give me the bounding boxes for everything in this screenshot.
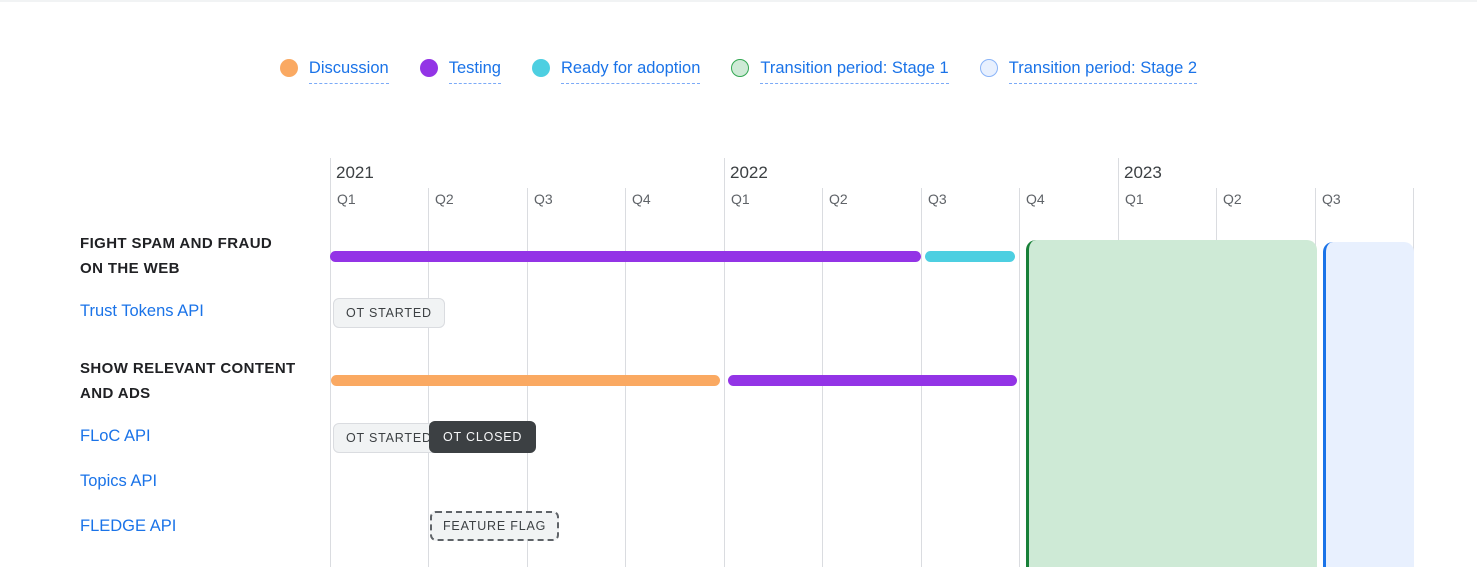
quarter-label: Q2: [829, 191, 848, 207]
bar-discussion-relevant-content: [331, 375, 720, 386]
region-transition-stage-2: [1323, 242, 1414, 567]
legend-swatch-transition-stage-1: [731, 59, 750, 77]
link-trust-tokens-api[interactable]: Trust Tokens API: [80, 302, 204, 320]
legend-item-transition-stage-2[interactable]: Transition period: Stage 2: [979, 58, 1198, 84]
link-topics-api[interactable]: Topics API: [80, 472, 158, 490]
year-label-2021: 2021: [336, 163, 374, 182]
gridline-year-2021: [330, 158, 331, 567]
legend-label[interactable]: Transition period: Stage 2: [1008, 58, 1198, 84]
legend-item-testing[interactable]: Testing: [419, 58, 501, 84]
year-label-2023: 2023: [1124, 163, 1162, 182]
top-divider: [0, 0, 1477, 2]
legend-label[interactable]: Ready for adoption: [560, 58, 701, 84]
quarter-label: Q4: [632, 191, 651, 207]
legend-swatch-testing: [419, 59, 438, 77]
gridline-year-2022: [724, 158, 725, 567]
badge-ot-closed-floc: OT CLOSED: [429, 421, 537, 453]
region-transition-stage-1: [1026, 240, 1317, 567]
legend-label[interactable]: Discussion: [308, 58, 389, 84]
quarter-label: Q3: [928, 191, 947, 207]
group-heading-line: SHOW RELEVANT CONTENT: [80, 360, 296, 377]
link-floc-api[interactable]: FLoC API: [80, 427, 151, 445]
quarter-label: Q4: [1026, 191, 1045, 207]
legend-item-discussion[interactable]: Discussion: [279, 58, 389, 84]
legend-item-ready-for-adoption[interactable]: Ready for adoption: [531, 58, 701, 84]
year-label-2022: 2022: [730, 163, 768, 182]
quarter-label: Q3: [534, 191, 553, 207]
group-heading-line: AND ADS: [80, 385, 151, 402]
quarter-label: Q2: [435, 191, 454, 207]
legend-item-transition-stage-1[interactable]: Transition period: Stage 1: [731, 58, 949, 84]
legend-swatch-transition-stage-2: [979, 59, 998, 77]
bar-testing-relevant-content: [728, 375, 1017, 386]
legend-swatch-discussion: [279, 59, 298, 77]
group-heading-fight-spam: FIGHT SPAM AND FRAUD ON THE WEB: [80, 231, 272, 281]
quarter-label: Q3: [1322, 191, 1341, 207]
legend: Discussion Testing Ready for adoption Tr…: [0, 58, 1477, 84]
gridline: [1019, 188, 1020, 567]
link-fledge-api[interactable]: FLEDGE API: [80, 517, 177, 535]
group-heading-relevant-content: SHOW RELEVANT CONTENT AND ADS: [80, 356, 296, 406]
group-heading-line: ON THE WEB: [80, 260, 180, 277]
legend-label[interactable]: Transition period: Stage 1: [760, 58, 949, 84]
badge-ot-started-trust-tokens: OT STARTED: [333, 298, 445, 328]
bar-testing-fight-spam: [330, 251, 921, 262]
badge-feature-flag-fledge: FEATURE FLAG: [430, 511, 560, 541]
quarter-label: Q1: [337, 191, 356, 207]
bar-ready-for-adoption-fight-spam: [925, 251, 1015, 262]
quarter-label: Q1: [1125, 191, 1144, 207]
group-heading-line: FIGHT SPAM AND FRAUD: [80, 235, 273, 252]
quarter-label: Q1: [731, 191, 750, 207]
quarter-label: Q2: [1223, 191, 1242, 207]
legend-label[interactable]: Testing: [448, 58, 501, 84]
legend-swatch-ready-for-adoption: [531, 59, 550, 77]
badge-ot-started-floc: OT STARTED: [333, 423, 445, 453]
